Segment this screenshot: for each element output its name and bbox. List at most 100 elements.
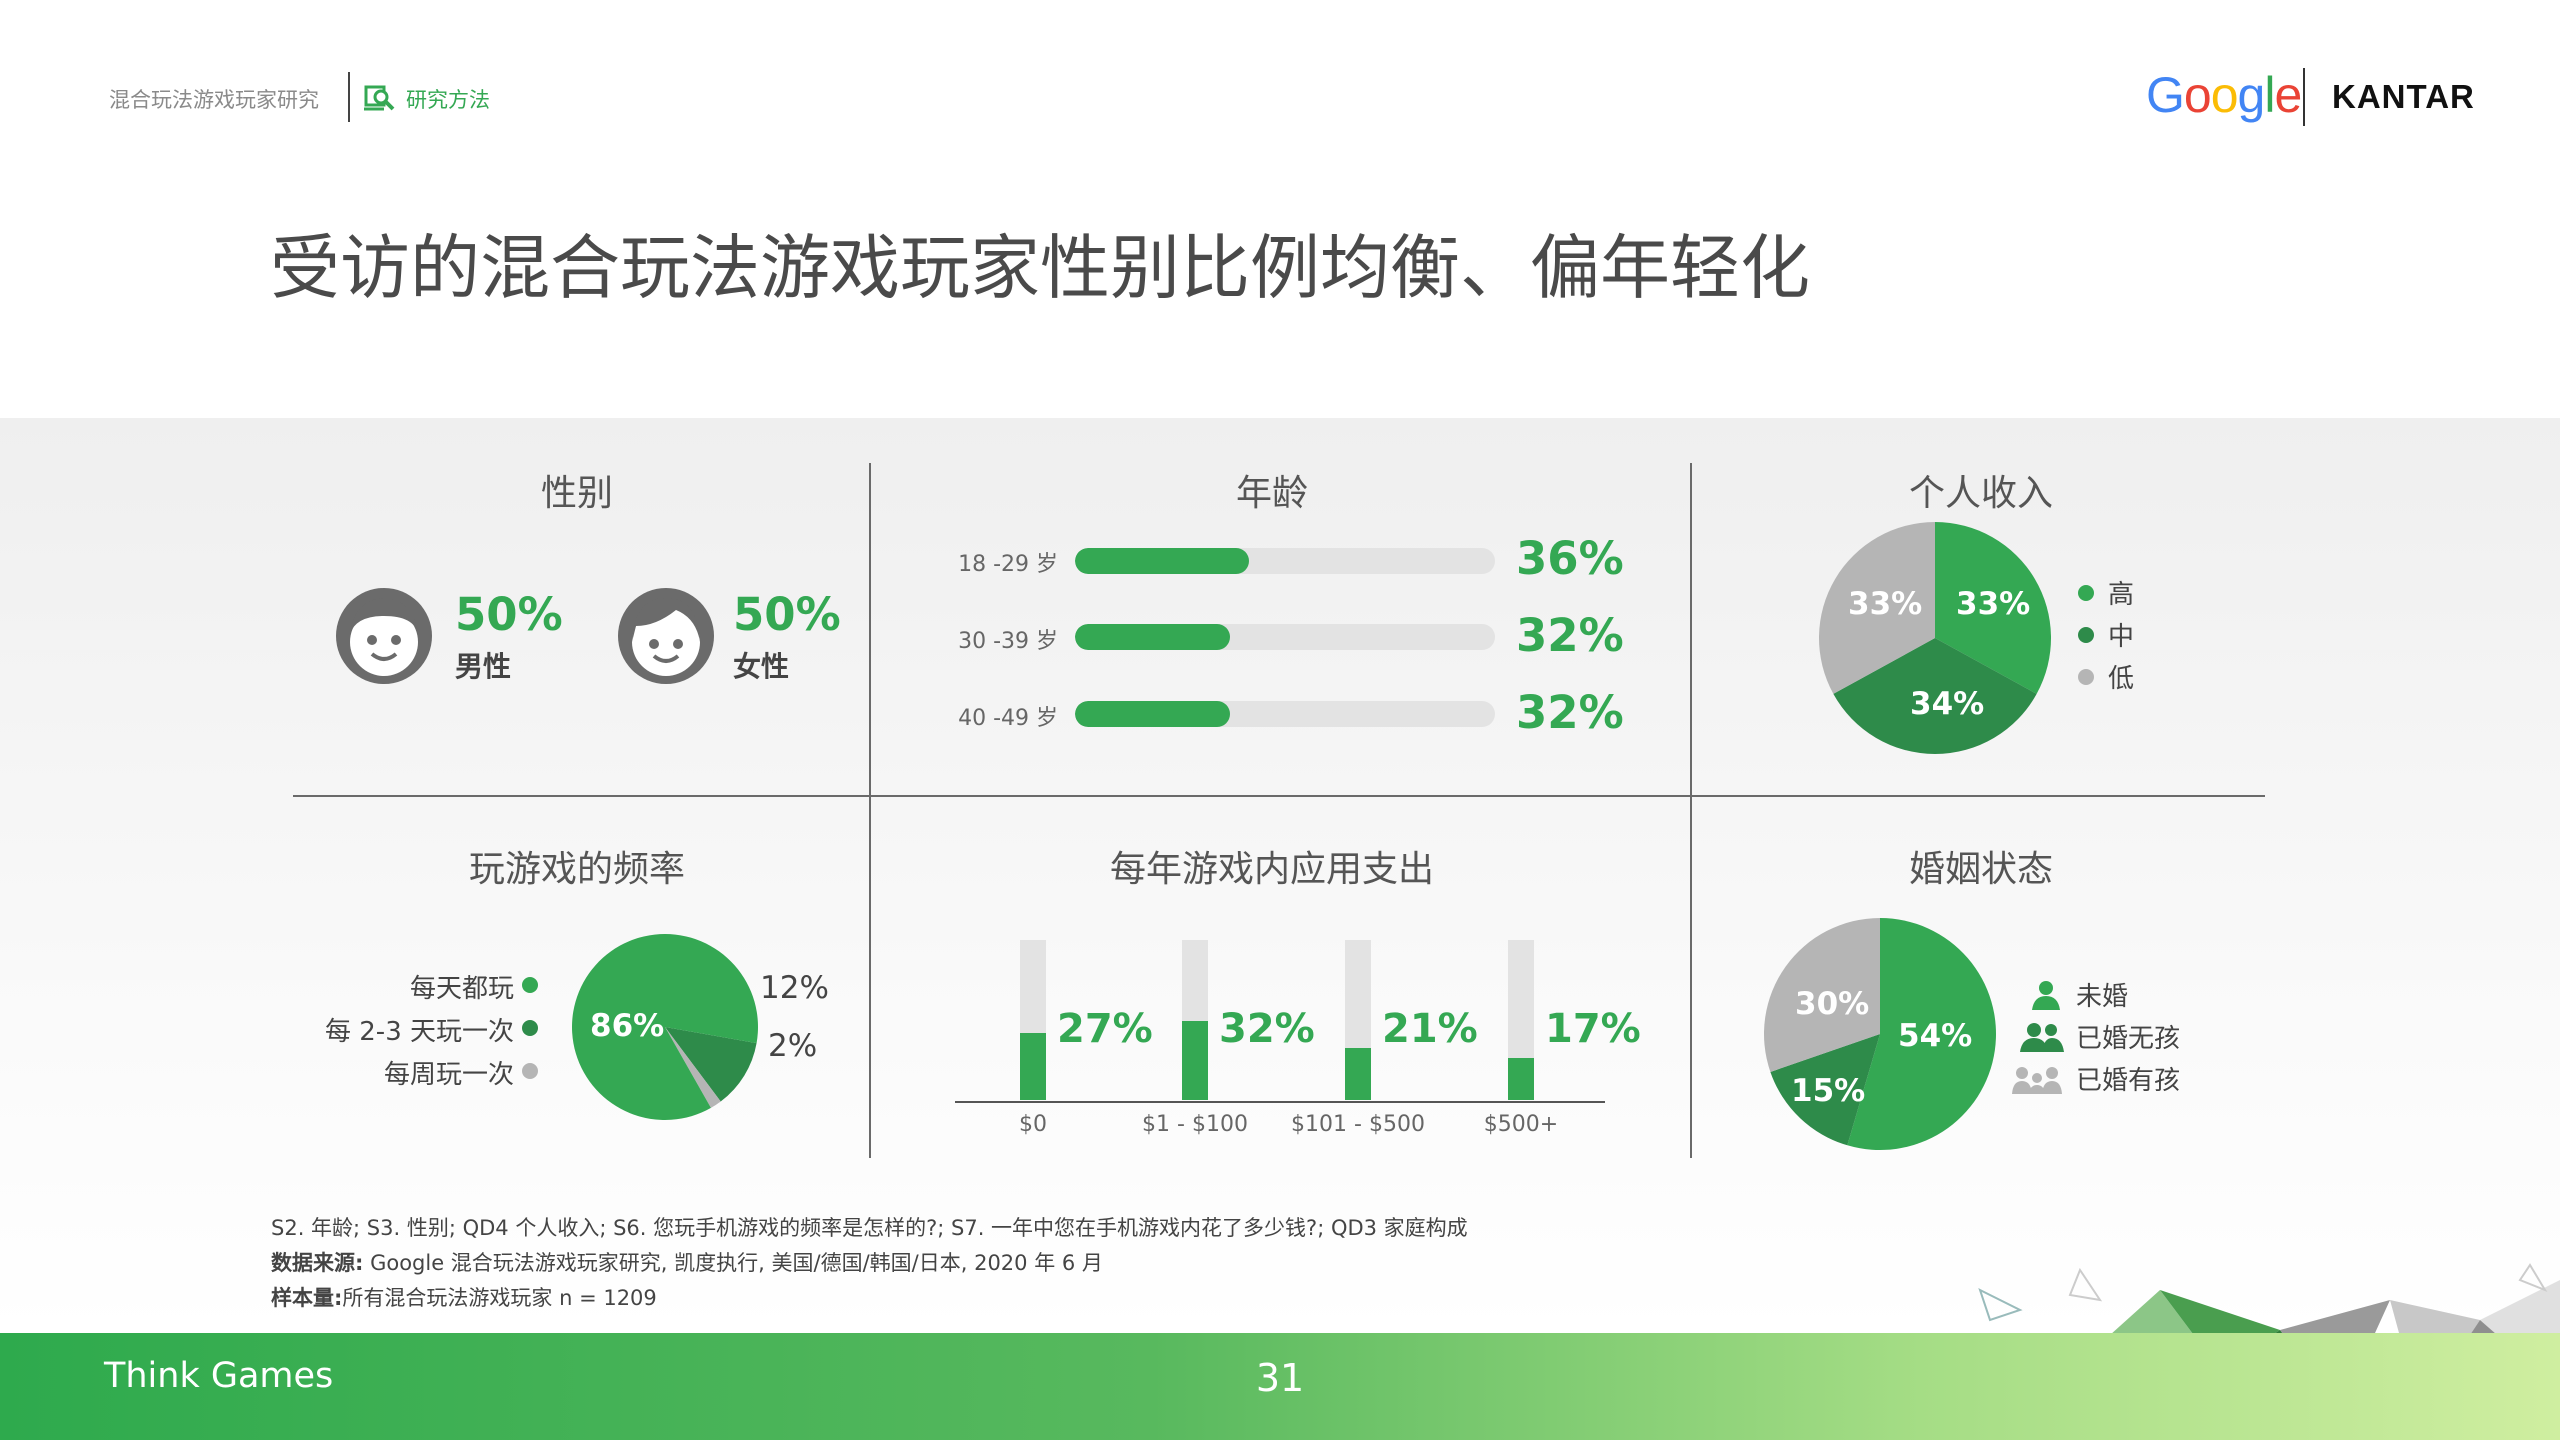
legend-label: 已婚无孩: [2076, 1024, 2181, 1054]
marital-legend-item: 已婚无孩: [2020, 1018, 2180, 1055]
couple-icon: [2020, 1022, 2064, 1052]
spend-bar: [1020, 1033, 1046, 1100]
page-title: 受访的混合玩法游戏玩家性别比例均衡、偏年轻化: [270, 227, 1810, 309]
age-bar-track: [1075, 701, 1495, 727]
income-slice-label: 33%: [1848, 586, 1923, 622]
marital-slice-label: 30%: [1795, 986, 1870, 1022]
page-number: 31: [1255, 1356, 1305, 1400]
spend-chart: 27% $0 32% $1 - $100 21% $101 - $500 17% $500+: [955, 940, 1641, 1137]
sample-label: 样本量:: [271, 1286, 343, 1310]
spend-title: 每年游戏内应用支出: [1109, 849, 1434, 890]
kantar-logo: KANTAR: [2332, 78, 2475, 115]
frequency-legend-label: 每周玩一次: [383, 1060, 514, 1090]
age-pct: 36%: [1516, 532, 1624, 585]
marital-slice: [1847, 918, 1996, 1150]
spend-bar: [1345, 1047, 1371, 1100]
frequency-title: 玩游戏的频率: [468, 849, 685, 890]
female-pct: 50%: [733, 588, 841, 641]
footer-bar: [0, 1333, 2560, 1440]
age-pct: 32%: [1516, 686, 1624, 739]
female-label: 女性: [733, 650, 790, 683]
breadcrumb[interactable]: 混合玩法游戏玩家研究: [109, 88, 319, 112]
income-slice: [1819, 522, 1935, 694]
legend-dot: [2078, 668, 2094, 685]
legend-dot: [2078, 626, 2094, 643]
frequency-pie: [572, 934, 758, 1120]
spend-bar: [1508, 1057, 1534, 1100]
age-bar-track: [1075, 548, 1495, 574]
frequency-slice: [665, 1027, 757, 1102]
income-legend-item: 高: [2078, 574, 2134, 611]
income-slice: [1935, 522, 2051, 694]
frequency-legend-label: 每天都玩: [409, 974, 514, 1004]
age-row-label: 18 -29 岁: [958, 552, 1058, 577]
spend-tick-label: $500+: [1483, 1112, 1559, 1137]
footer-brand: Think Games: [104, 1356, 334, 1396]
research-method-icon: [364, 84, 396, 112]
marital-slice: [1764, 918, 1880, 1072]
income-slice: [1833, 638, 2037, 754]
income-legend-item: 低: [2078, 658, 2134, 695]
google-logo: Google: [2146, 67, 2302, 123]
spend-axis: [955, 1101, 1605, 1103]
marital-title: 婚姻状态: [1908, 849, 2053, 890]
gender-title: 性别: [540, 473, 613, 514]
spend-bar: [1182, 1020, 1208, 1100]
footnote-questions: S2. 年龄; S3. 性别; QD4 个人收入; S6. 您玩手机游戏的频率是…: [271, 1216, 1468, 1240]
spend-tick-label: $1 - $100: [1142, 1112, 1248, 1137]
income-pie: [1819, 522, 2051, 754]
age-row-label: 30 -39 岁: [958, 629, 1058, 654]
legend-dot: [522, 1020, 538, 1036]
marital-slice: [1770, 1034, 1880, 1146]
age-row-label: 40 -49 岁: [958, 706, 1058, 731]
frequency-legend-label: 每 2-3 天玩一次: [325, 1017, 514, 1047]
marital-legend-item: 已婚有孩: [2012, 1060, 2180, 1097]
divider-vertical-2: [1690, 463, 1692, 1158]
income-legend-item: 中: [2078, 616, 2134, 653]
legend-dot: [522, 1063, 538, 1079]
divider-horizontal: [293, 795, 2265, 797]
legend-label: 未婚: [2076, 982, 2129, 1012]
income-slice-label: 33%: [1956, 586, 2031, 622]
marital-slice-label: 15%: [1791, 1073, 1866, 1109]
frequency-slice-label: 12%: [760, 970, 829, 1006]
marital-slice-label: 54%: [1898, 1018, 1973, 1054]
frequency-slice-label: 86%: [590, 1008, 665, 1044]
legend-label: 中: [2108, 622, 2135, 652]
age-bar-fill: [1075, 701, 1230, 727]
legend-label: 已婚有孩: [2076, 1066, 2181, 1096]
single-person-icon: [2032, 980, 2060, 1010]
female-face-icon: [616, 586, 716, 690]
spend-pct: 27%: [1057, 1006, 1153, 1052]
frequency-slice: [665, 1027, 721, 1108]
divider-vertical-1: [869, 463, 871, 1158]
legend-label: 高: [2108, 580, 2135, 610]
spend-pct: 17%: [1545, 1006, 1641, 1052]
age-bar-fill: [1075, 548, 1249, 574]
sample-text: 所有混合玩法游戏玩家 n = 1209: [342, 1286, 657, 1310]
income-slice-label: 34%: [1910, 686, 1985, 722]
footnote-sample: 样本量:所有混合玩法游戏玩家 n = 1209: [271, 1282, 657, 1312]
age-bar-fill: [1075, 624, 1230, 650]
marital-legend-item: 未婚: [2028, 976, 2128, 1013]
spend-pct: 32%: [1219, 1006, 1315, 1052]
income-title: 个人收入: [1908, 473, 2053, 514]
age-pct: 32%: [1516, 609, 1624, 662]
age-bar-track: [1075, 624, 1495, 650]
frequency-slice: [572, 934, 758, 1120]
source-text: Google 混合玩法游戏玩家研究, 凯度执行, 美国/德国/韩国/日本, 20…: [363, 1251, 1103, 1275]
marital-pie: [1764, 918, 1996, 1150]
logo-divider: [2303, 68, 2305, 126]
section-label[interactable]: 研究方法: [406, 88, 490, 112]
male-label: 男性: [455, 650, 512, 683]
spend-tick-label: $101 - $500: [1291, 1112, 1425, 1137]
source-label: 数据来源:: [271, 1251, 364, 1275]
legend-dot: [522, 977, 538, 993]
family-icon: [2012, 1066, 2062, 1094]
male-pct: 50%: [455, 588, 563, 641]
breadcrumb-divider: [348, 72, 350, 122]
legend-dot: [2078, 584, 2094, 601]
legend-label: 低: [2108, 664, 2135, 694]
frequency-slice-label: 2%: [768, 1028, 818, 1064]
footnote-source: 数据来源: Google 混合玩法游戏玩家研究, 凯度执行, 美国/德国/韩国/…: [271, 1247, 1103, 1277]
